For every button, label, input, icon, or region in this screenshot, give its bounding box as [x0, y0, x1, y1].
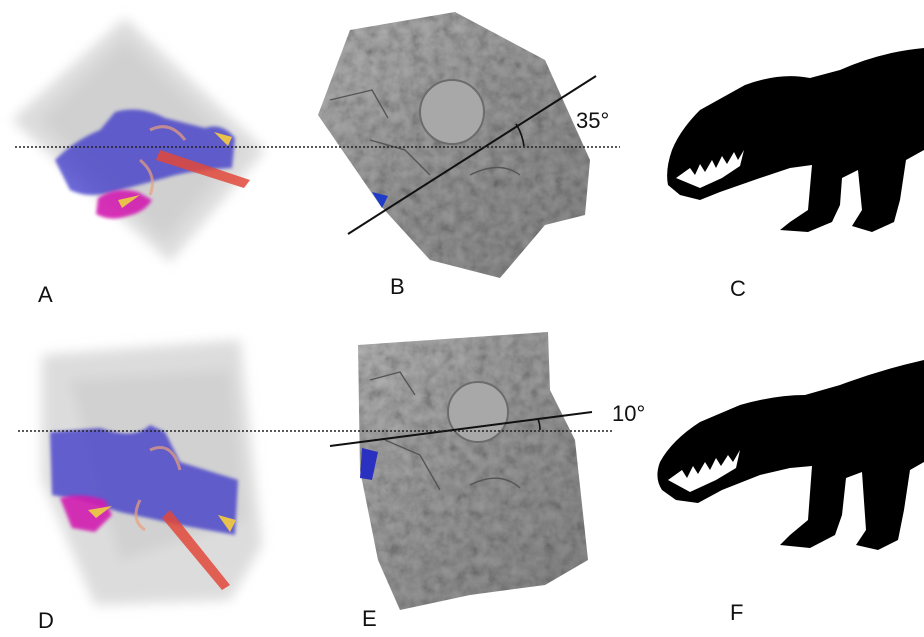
- panel-d-red-structure: [162, 510, 230, 590]
- panel-d-volume-render: [42, 340, 262, 605]
- panel-a-red-canal: [139, 125, 187, 196]
- panel-c-teeth: [676, 150, 744, 188]
- panel-d-red-canal: [134, 446, 182, 532]
- panel-b-surface-render: [318, 12, 597, 278]
- panel-b-angle-label: 35°: [576, 108, 609, 133]
- panel-e-angle-label: 10°: [612, 401, 645, 426]
- panel-b-axis-line: [347, 75, 597, 235]
- panel-d-yellow-structure: [88, 506, 236, 532]
- panel-d-label: D: [38, 608, 54, 633]
- panel-e-blue-fragment: [360, 448, 378, 480]
- panel-a-volume-render: [12, 18, 265, 262]
- panel-c-label: C: [730, 276, 746, 301]
- panel-b-orbit: [419, 79, 485, 145]
- panel-d-blue-structure: [50, 425, 238, 535]
- panel-b-bone-surface: [318, 12, 590, 278]
- panel-e-bone-surface: [358, 332, 588, 610]
- panel-e-orbit: [447, 381, 509, 443]
- panel-e-label: E: [362, 606, 377, 631]
- panel-d-magenta-structure: [60, 495, 112, 532]
- panel-c-body-silhouette: [667, 48, 924, 232]
- panel-b-label: B: [390, 274, 405, 299]
- panel-e-angle-arc: [537, 418, 541, 431]
- panel-e-cracks: [369, 371, 521, 491]
- panel-b-angle-arc: [515, 123, 525, 147]
- panel-f-teeth: [668, 450, 740, 492]
- panel-a-blue-structure: [55, 109, 235, 195]
- panel-f-silhouette: [657, 360, 924, 550]
- panel-b-cracks: [329, 89, 521, 176]
- panel-c-silhouette: [667, 48, 924, 232]
- panel-f-label: F: [730, 600, 743, 625]
- panel-e-surface-render: [329, 332, 593, 610]
- panel-e-axis-line: [329, 411, 593, 447]
- panel-a-red-structure: [156, 150, 250, 188]
- panel-b-blue-fragment: [372, 192, 388, 208]
- panel-a-label: A: [38, 282, 53, 307]
- panel-f-body-silhouette: [657, 360, 924, 550]
- panel-a-yellow-structure: [118, 132, 232, 208]
